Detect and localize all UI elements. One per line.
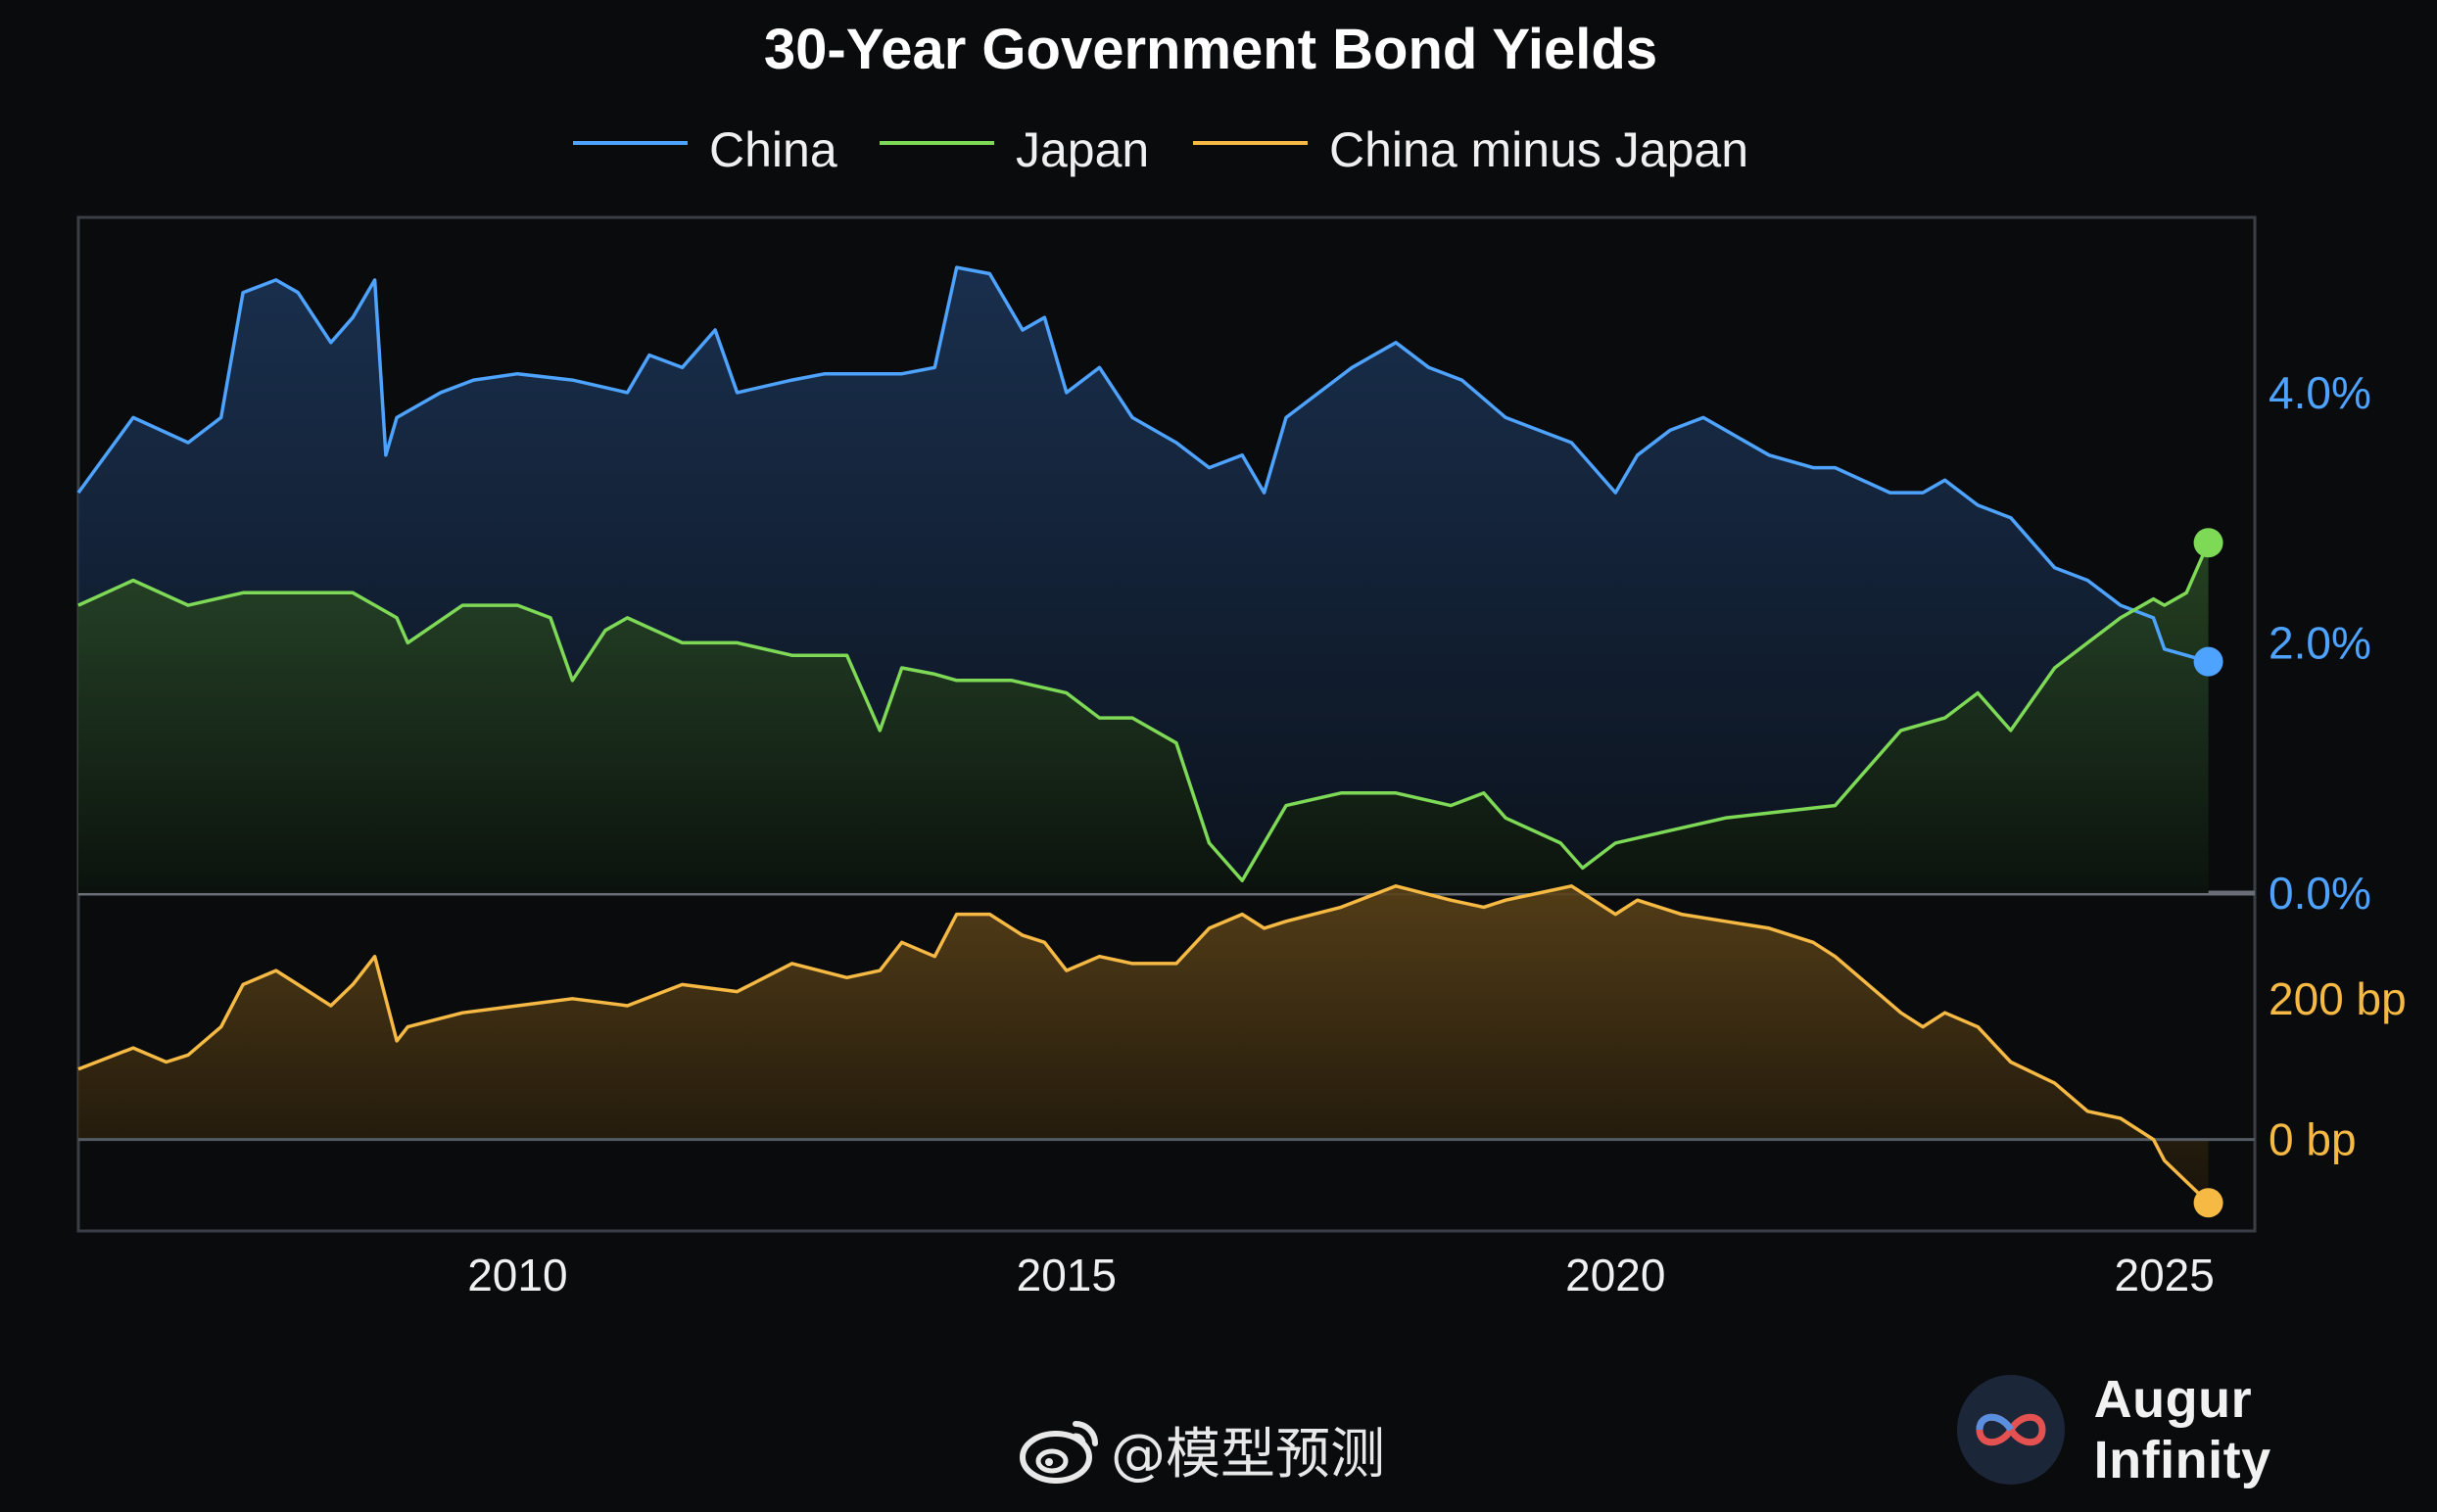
chart-title: 30-Year Government Bond Yields <box>764 18 1657 81</box>
japan-endpoint <box>2193 528 2223 558</box>
weibo-icon <box>1020 1420 1098 1484</box>
legend-label-china: China <box>709 122 837 177</box>
series-endpoints <box>2193 528 2223 1218</box>
legend-label-japan: Japan <box>1016 122 1149 177</box>
brand-badge: Augur Infinity <box>1957 1369 2437 1490</box>
top-panel-areas <box>78 267 2209 894</box>
legend-item-china: China <box>573 122 837 177</box>
y-axis-bottom: 200 bp 0 bp <box>2269 973 2407 1165</box>
y-tick-4pct: 4.0% <box>2269 367 2371 418</box>
x-tick-2015: 2015 <box>1017 1250 1117 1300</box>
x-tick-2020: 2020 <box>1565 1250 1665 1300</box>
infinity-logo-icon <box>1957 1375 2065 1485</box>
y-tick-0bp: 0 bp <box>2269 1114 2357 1165</box>
y-tick-200bp: 200 bp <box>2269 973 2407 1024</box>
x-tick-2025: 2025 <box>2115 1250 2215 1300</box>
weibo-watermark: @模型预测 <box>1019 1410 1385 1489</box>
china-line <box>76 265 2210 664</box>
y-tick-0pct: 0.0% <box>2269 868 2371 919</box>
legend-item-spread: China minus Japan <box>1193 122 1748 177</box>
x-axis: 2010 2015 2020 2025 <box>467 1250 2215 1300</box>
y-tick-2pct: 2.0% <box>2269 617 2371 668</box>
legend-item-japan: Japan <box>880 122 1149 177</box>
y-axis-top: 0.0% 2.0% 4.0% <box>2269 367 2371 919</box>
x-tick-2010: 2010 <box>467 1250 567 1300</box>
japan-area <box>78 543 2209 893</box>
series-lines <box>76 265 2211 1205</box>
spread-area <box>78 885 2209 1204</box>
legend: China Japan China minus Japan <box>573 122 1748 177</box>
spread-endpoint <box>2193 1188 2223 1218</box>
brand-name: Augur Infinity <box>2093 1370 2271 1489</box>
spread-line <box>77 884 2210 1205</box>
watermark-handle: @模型预测 <box>1111 1423 1385 1487</box>
legend-label-spread: China minus Japan <box>1329 122 1748 177</box>
japan-line <box>77 542 2211 882</box>
china-endpoint <box>2193 646 2223 677</box>
bottom-panel-areas <box>78 885 2209 1204</box>
